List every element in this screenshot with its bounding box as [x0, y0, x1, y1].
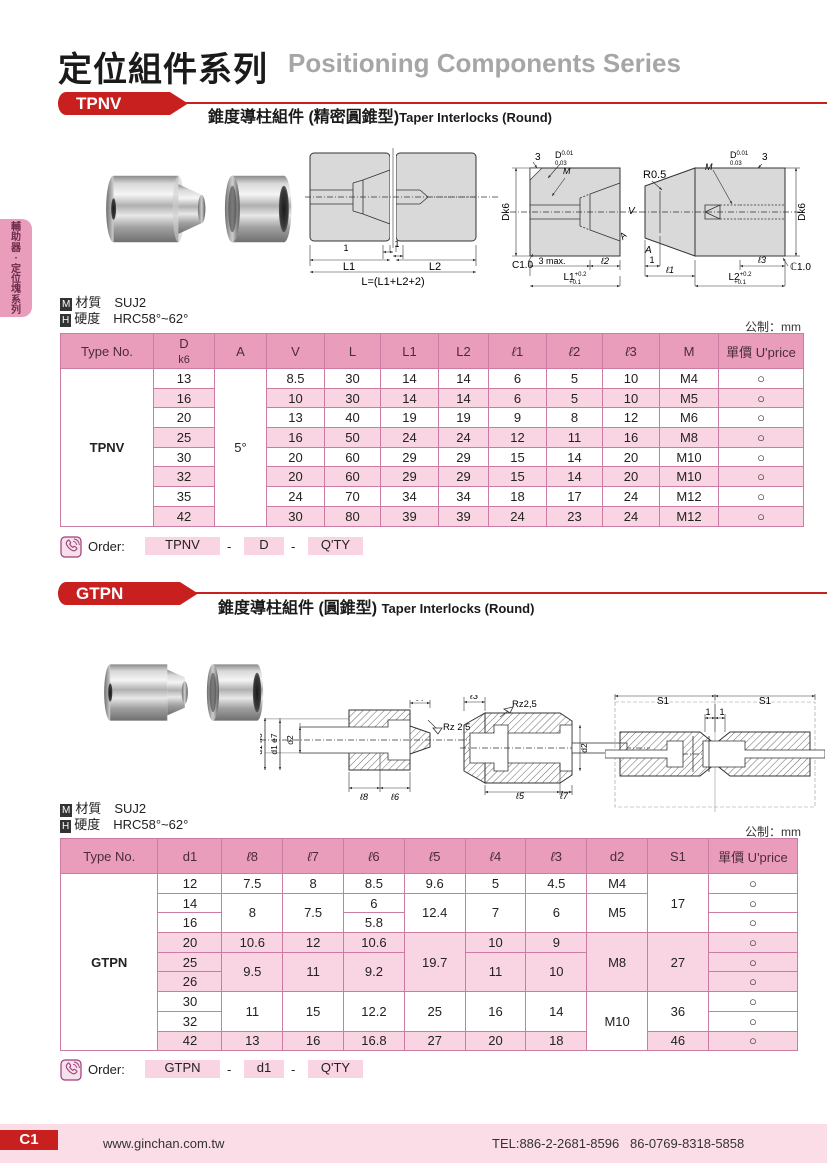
svg-text:ℓ8: ℓ8 — [359, 792, 368, 800]
svg-text:TPNV: TPNV — [76, 94, 122, 113]
svg-text:V: V — [628, 206, 636, 217]
svg-text:ℓ7: ℓ7 — [559, 791, 569, 800]
svg-text:d1 h6: d1 h6 — [260, 733, 264, 755]
svg-text:GTPN: GTPN — [76, 584, 123, 603]
svg-text:L=(L1+L2+2): L=(L1+L2+2) — [361, 276, 424, 288]
svg-text:Rz2,5: Rz2,5 — [512, 699, 537, 710]
svg-text:+0.1: +0.1 — [569, 280, 582, 286]
svg-text:R0.5: R0.5 — [643, 169, 666, 181]
svg-text:3 max.: 3 max. — [538, 256, 565, 266]
svg-text:ℓ3: ℓ3 — [469, 695, 478, 701]
svg-text:1: 1 — [705, 707, 710, 717]
svg-text:ℂ1.0: ℂ1.0 — [790, 262, 811, 273]
svg-text:M: M — [563, 166, 571, 176]
svg-text:0.03: 0.03 — [730, 161, 742, 167]
svg-text:3: 3 — [762, 152, 768, 163]
svg-text:D0.01: D0.01 — [730, 150, 749, 160]
svg-text:1: 1 — [649, 255, 654, 265]
svg-text:1: 1 — [719, 707, 724, 717]
svg-text:d1 e7: d1 e7 — [269, 733, 279, 755]
svg-text:S1: S1 — [657, 696, 670, 707]
svg-text:ℓ3: ℓ3 — [757, 255, 766, 265]
svg-text:Dk6: Dk6 — [501, 203, 512, 221]
svg-text:C1.0: C1.0 — [512, 260, 534, 271]
svg-text:L2: L2 — [429, 261, 441, 273]
svg-text:D0.01: D0.01 — [555, 150, 574, 160]
svg-text:L1: L1 — [343, 261, 355, 273]
svg-text:3: 3 — [535, 152, 541, 163]
svg-text:S1: S1 — [759, 696, 772, 707]
svg-text:ℓ2: ℓ2 — [600, 256, 609, 266]
svg-text:Dk6: Dk6 — [797, 203, 808, 221]
svg-text:ℓ6: ℓ6 — [390, 792, 399, 800]
svg-text:ℓ5: ℓ5 — [515, 791, 525, 800]
svg-text:1: 1 — [343, 243, 348, 253]
svg-text:M: M — [705, 162, 713, 172]
svg-text:ℓ1: ℓ1 — [665, 265, 674, 275]
svg-text:d2: d2 — [285, 735, 295, 745]
svg-text:1: 1 — [394, 239, 399, 249]
svg-text:ℓ4: ℓ4 — [415, 700, 424, 703]
svg-text:+0.1: +0.1 — [734, 280, 747, 286]
svg-text:d2: d2 — [579, 743, 589, 753]
